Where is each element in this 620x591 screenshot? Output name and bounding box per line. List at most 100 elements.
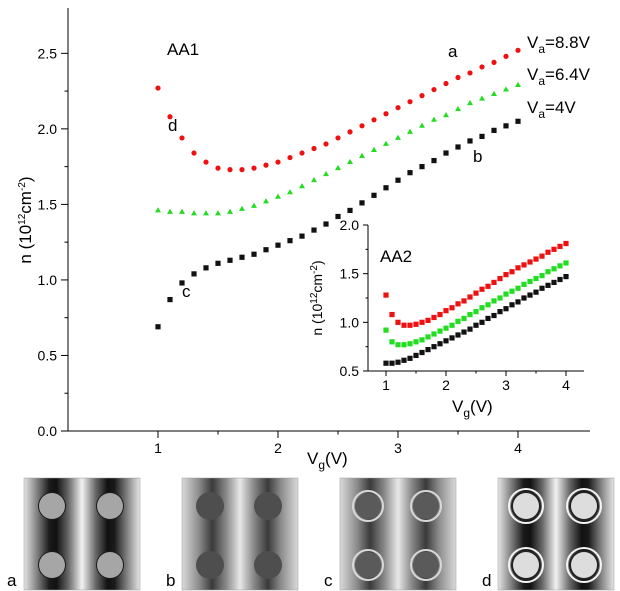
main-series-1-point <box>227 208 233 214</box>
main-series-1-point <box>239 205 245 211</box>
inset-series-0-point <box>515 265 521 271</box>
x-tick-label: 3 <box>502 377 510 393</box>
image-panel-a-label: a <box>7 571 17 590</box>
main-series-1-point <box>263 198 269 204</box>
inset-series-1-point <box>515 285 521 291</box>
inset-series-0-point <box>431 314 437 321</box>
inset-series-1-point <box>551 266 557 272</box>
inset-series-2-point <box>539 285 545 291</box>
inset-series-1-point <box>521 281 527 287</box>
y-tick-label: 2.0 <box>38 121 58 137</box>
main-series-1-point <box>455 106 461 112</box>
main-series-2-point <box>311 227 317 233</box>
main-series-2-point <box>239 254 245 260</box>
inset-series-2-point <box>431 344 437 350</box>
inset-series-0-point <box>533 256 539 262</box>
main-series-2-point <box>479 133 485 140</box>
inset-series-2-point <box>497 309 503 315</box>
main-series-2-point <box>227 257 233 263</box>
curve-label-c: c <box>182 282 191 301</box>
x-tick-label: 4 <box>514 440 522 456</box>
series-label-8.8V: Va=8.8V <box>527 33 591 56</box>
y-tick-label: 2.0 <box>340 217 360 233</box>
main-series-1-point <box>491 90 497 97</box>
inset-series-2-point <box>509 302 515 308</box>
y-tick-label: 1.0 <box>38 272 58 288</box>
main-series-1-point <box>347 158 353 165</box>
curve-label-b: b <box>473 147 482 166</box>
inset-series-1-point <box>425 334 431 340</box>
y-tick-label: 0.0 <box>38 423 58 439</box>
main-plot: 1 2 3 4 0.0 0.5 1.0 1.5 2.0 2.5 AA1 d c a b Va=8.… <box>16 8 591 472</box>
main-series-0-point <box>203 159 209 165</box>
inset-series-1-point <box>545 269 551 275</box>
main-series-1-point <box>155 207 161 213</box>
inset-series-1-point <box>437 328 443 334</box>
inset-series-2-point <box>467 326 473 332</box>
main-series-0-point <box>263 162 269 168</box>
inset-series-0-point <box>509 269 515 275</box>
main-series-2-point <box>395 177 401 183</box>
main-series-2-point <box>323 221 329 227</box>
main-series-0-point <box>371 117 377 123</box>
inset-series-0-point <box>497 275 503 282</box>
main-series-0-point <box>275 159 281 165</box>
inset-series-2-point <box>563 273 569 280</box>
inset-series-0-point <box>479 286 485 292</box>
inset-series-0-point <box>443 308 449 314</box>
inset-series-0-point <box>401 322 407 328</box>
inset-plot: 1 2 3 4 0.5 1.0 1.5 2.0 AA2 Vg(V) n (1012cm-2) <box>309 217 584 420</box>
inset-series-0-point <box>467 294 473 300</box>
main-series-1-point <box>431 116 437 122</box>
inset-series-2-point <box>479 319 485 325</box>
y-tick-label: 2.5 <box>38 45 58 61</box>
inset-series-0-point <box>473 290 479 296</box>
image-panel-d: d <box>482 477 615 591</box>
main-series-0-point <box>467 70 473 76</box>
main-series-1-point <box>287 189 293 195</box>
inset-series-0-point <box>551 246 557 252</box>
inset-series-0-point <box>425 317 431 323</box>
main-series-0-point <box>503 53 509 59</box>
inset-series-0-point <box>449 305 455 311</box>
inset-y-axis-label: n (1012cm-2) <box>309 260 325 335</box>
main-series-2-point <box>467 138 473 144</box>
main-series-2-point <box>155 324 161 330</box>
main-series-0-point <box>335 135 341 141</box>
inset-series-2-point <box>551 279 557 286</box>
image-panel-b: b <box>166 477 299 591</box>
inset-series-2-point <box>557 276 563 283</box>
panel-a-circle <box>39 493 65 519</box>
main-series-0-point <box>419 93 425 99</box>
inset-series-2-point <box>407 355 413 361</box>
x-tick-label: 4 <box>562 377 570 393</box>
main-series-1-point <box>407 128 413 134</box>
inset-series-2-point <box>455 332 461 338</box>
main-series-0-point <box>179 135 185 141</box>
inset-series-2-point <box>515 299 521 305</box>
inset-series-2-point <box>419 349 425 356</box>
main-series-2-point <box>203 265 209 271</box>
inset-series-2-point <box>503 306 509 312</box>
main-series-2-point <box>443 150 449 156</box>
main-series-2-point <box>179 280 185 286</box>
image-panel-a: a <box>7 477 141 591</box>
inset-series-2-point <box>401 357 407 363</box>
main-series-1-point <box>395 134 401 140</box>
inset-series-0-point <box>521 262 527 268</box>
image-panel-b-label: b <box>166 571 175 590</box>
main-series-2-point <box>359 200 365 206</box>
panel-c-circle <box>355 493 381 519</box>
inset-series-2-point <box>473 322 479 328</box>
main-series-0-point <box>431 86 437 93</box>
main-series-0-point <box>407 99 413 105</box>
main-series-1-point <box>179 208 185 214</box>
y-tick-label: 0.5 <box>340 363 360 379</box>
inset-series-0-point <box>485 283 491 289</box>
main-series-0-point <box>323 141 329 147</box>
main-series-0-point <box>215 165 221 171</box>
main-series-1-point <box>383 140 389 146</box>
main-series-1-point <box>419 122 425 128</box>
inset-series-0-point <box>395 319 401 325</box>
inset-series-1-point <box>401 342 407 348</box>
